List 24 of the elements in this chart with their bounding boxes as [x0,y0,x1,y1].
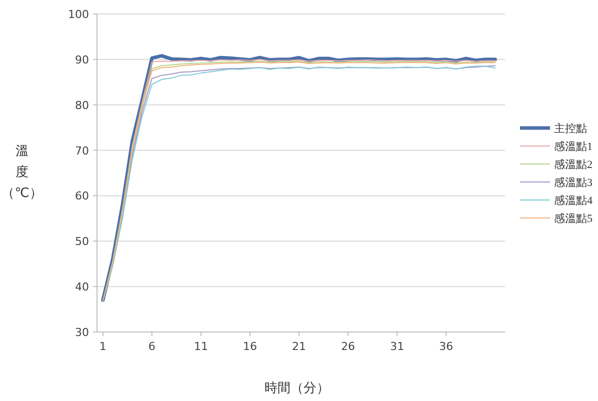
x-tick-label: 1 [99,340,106,353]
x-axis-title: 時間（分） [264,381,330,396]
y-tick-label: 50 [75,235,89,248]
legend-label: 感溫點3 [554,176,593,189]
legend-label: 主控點 [554,122,587,135]
y-tick-label: 90 [75,53,89,66]
x-tick-label: 36 [439,340,454,353]
legend-label: 感溫點1 [554,140,592,153]
x-tick-label: 11 [194,340,208,353]
y-axis-title: 溫度（℃） [2,144,42,201]
y-tick-label: 60 [75,190,89,203]
y-tick-label: 100 [68,8,89,21]
y-tick-label: 80 [75,98,89,112]
x-tick-label: 31 [390,340,404,353]
x-tick-label: 6 [148,340,156,353]
y-tick-label: 30 [75,326,89,339]
legend-label: 感溫點5 [554,212,593,225]
y-tick-label: 70 [75,144,89,158]
x-tick-label: 16 [243,340,257,353]
y-tick-label: 40 [75,280,89,294]
legend-label: 感溫點4 [554,194,593,207]
x-tick-label: 26 [341,340,356,353]
x-tick-label: 21 [292,340,306,353]
legend-label: 感溫點2 [554,158,592,171]
